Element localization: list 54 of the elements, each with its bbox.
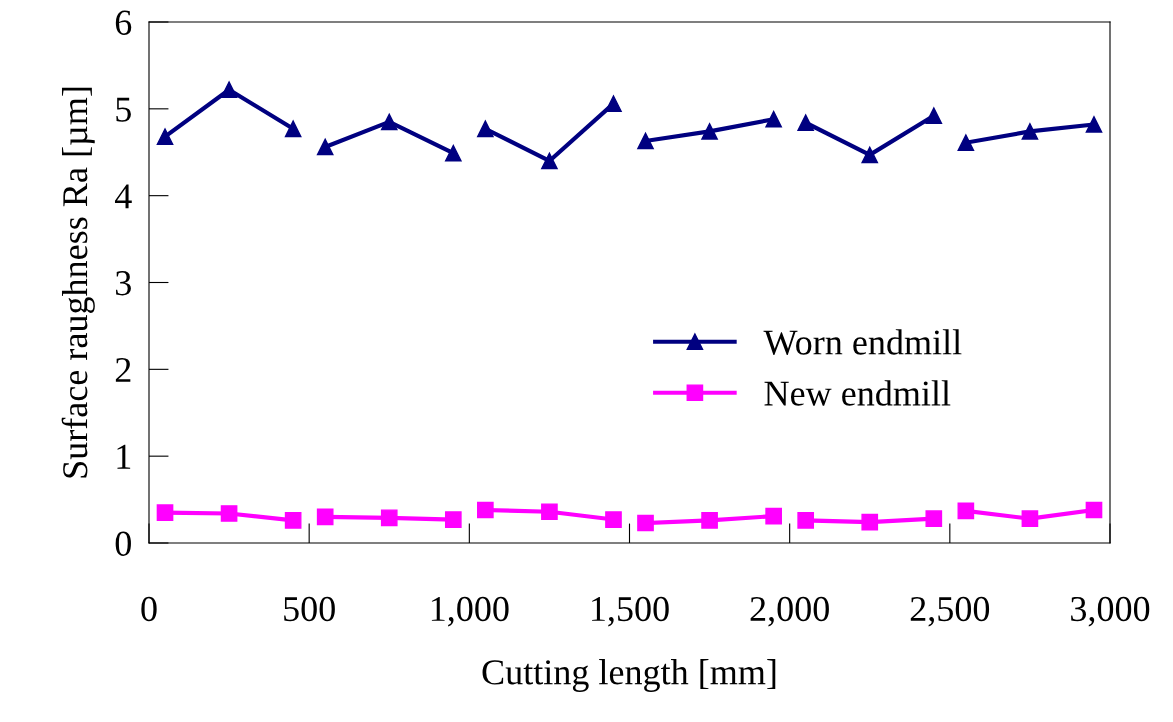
point — [861, 513, 879, 531]
y-tick-label: 3 — [116, 271, 131, 296]
y-tick-label: 5 — [116, 97, 131, 122]
point — [541, 503, 558, 521]
x-tick-label: 500 — [284, 596, 335, 622]
point — [380, 509, 398, 527]
point — [701, 512, 718, 529]
point — [637, 132, 654, 150]
point — [284, 512, 302, 529]
x-tick-label: 2,000 — [750, 596, 829, 627]
legend-label: New endmill — [764, 380, 951, 406]
point — [156, 128, 174, 145]
point — [765, 110, 782, 128]
point — [797, 512, 815, 529]
point — [477, 501, 494, 519]
point — [220, 81, 238, 99]
point — [156, 504, 174, 521]
point — [925, 510, 943, 528]
point — [477, 120, 494, 138]
x-tick-label: 1,500 — [592, 596, 669, 627]
point — [605, 511, 622, 528]
point — [444, 511, 462, 528]
point — [220, 505, 238, 522]
x-axis-title: Cutting length [mm] — [482, 659, 776, 692]
point — [284, 120, 302, 138]
point — [701, 123, 718, 140]
point — [957, 502, 975, 520]
y-tick-label: 6 — [115, 10, 132, 35]
point — [316, 138, 334, 156]
point — [1085, 116, 1103, 133]
point — [541, 152, 558, 170]
point — [1085, 501, 1103, 519]
y-tick-label: 0 — [115, 531, 131, 556]
y-tick-label: 4 — [114, 184, 132, 209]
legend-label: Worn endmill — [763, 329, 962, 355]
x-tick-label: 2,500 — [910, 596, 990, 627]
point — [1021, 123, 1039, 140]
x-tick-label: 3,000 — [1071, 596, 1150, 627]
point — [925, 107, 943, 125]
point — [1021, 510, 1039, 528]
point — [637, 514, 654, 532]
y-tick-label: 1 — [117, 444, 131, 469]
point — [316, 508, 334, 526]
y-axis-title: Surface raughness Ra [µm] — [61, 87, 95, 478]
x-tick-label: 0 — [141, 596, 157, 622]
point — [444, 144, 462, 162]
point — [797, 114, 815, 132]
y-tick-label: 2 — [115, 357, 131, 382]
point — [605, 95, 622, 112]
x-tick-label: 1,000 — [431, 596, 509, 627]
point — [380, 113, 398, 131]
point — [765, 507, 782, 525]
point — [861, 146, 879, 164]
point — [957, 134, 975, 152]
